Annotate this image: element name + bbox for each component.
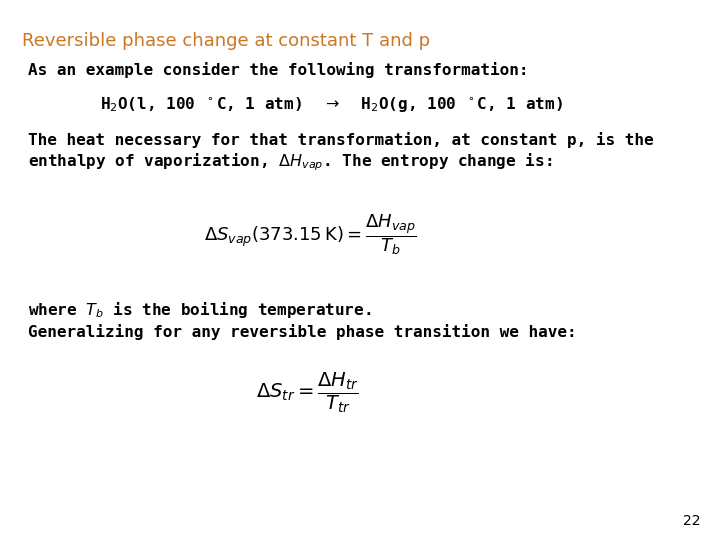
Text: Reversible phase change at constant T and p: Reversible phase change at constant T an… bbox=[22, 32, 430, 50]
Text: $\Delta S_{tr} = \dfrac{\Delta H_{tr}}{T_{tr}}$: $\Delta S_{tr} = \dfrac{\Delta H_{tr}}{T… bbox=[256, 370, 359, 415]
Text: H$_2$O(l, 100 $^\circ$C, 1 atm)  $\rightarrow$  H$_2$O(g, 100 $^\circ$C, 1 atm): H$_2$O(l, 100 $^\circ$C, 1 atm) $\righta… bbox=[100, 95, 563, 114]
Text: enthalpy of vaporization, $\Delta H_{vap}$. The entropy change is:: enthalpy of vaporization, $\Delta H_{vap… bbox=[28, 151, 552, 173]
Text: where $T_b$ is the boiling temperature.: where $T_b$ is the boiling temperature. bbox=[28, 300, 372, 320]
Text: Generalizing for any reversible phase transition we have:: Generalizing for any reversible phase tr… bbox=[28, 324, 577, 340]
Text: The heat necessary for that transformation, at constant p, is the: The heat necessary for that transformati… bbox=[28, 132, 654, 148]
Text: $\Delta S_{vap}(373.15\,\mathrm{K}) = \dfrac{\Delta H_{vap}}{T_b}$: $\Delta S_{vap}(373.15\,\mathrm{K}) = \d… bbox=[204, 212, 416, 256]
Text: 22: 22 bbox=[683, 514, 700, 528]
Text: As an example consider the following transformation:: As an example consider the following tra… bbox=[28, 62, 528, 78]
